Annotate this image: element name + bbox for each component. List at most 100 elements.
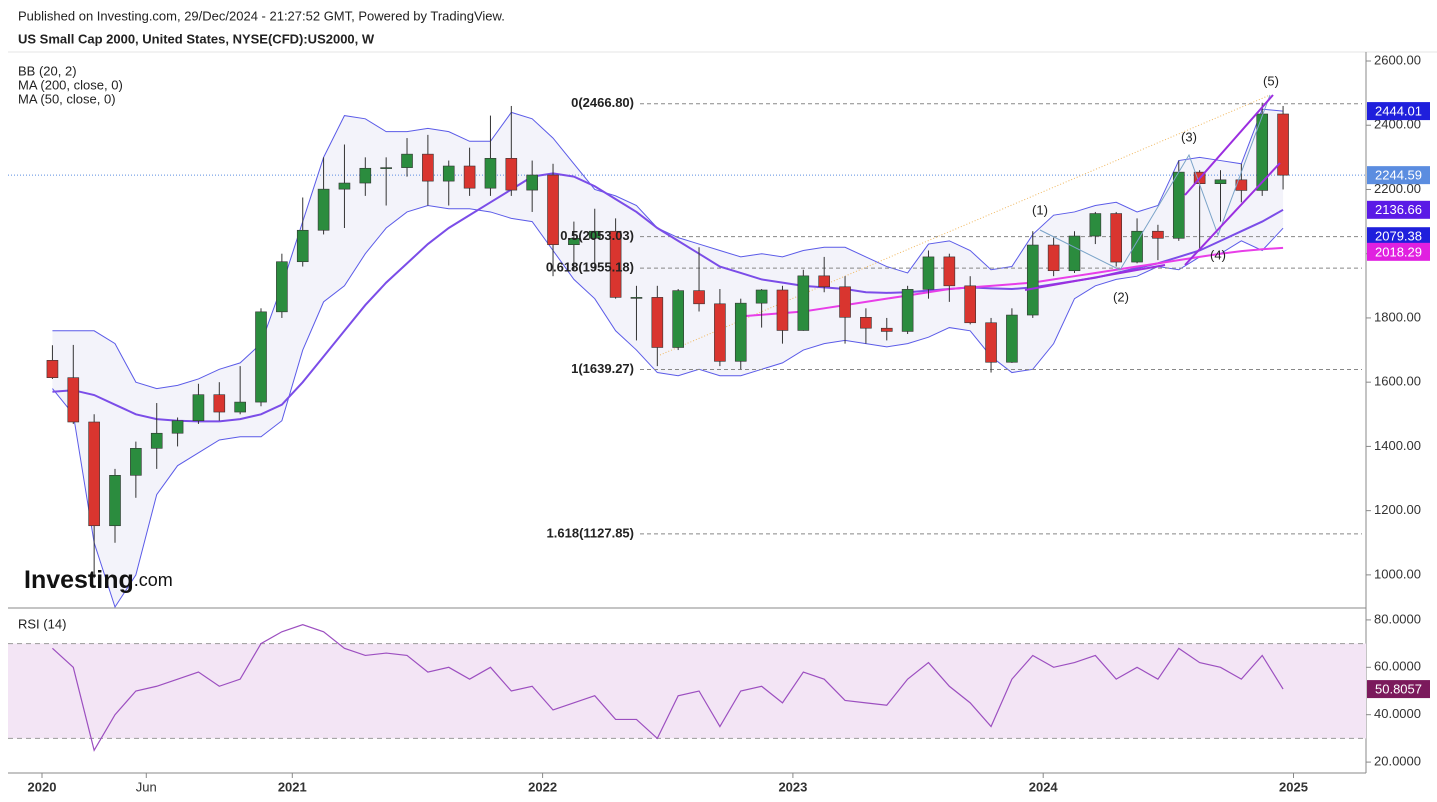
fib-label: 0(2466.80) bbox=[571, 95, 634, 110]
rsi-y-tick-label: 60.0000 bbox=[1374, 659, 1421, 674]
legend-entry: MA (50, close, 0) bbox=[18, 91, 116, 106]
price-tag bbox=[1367, 242, 1430, 261]
rsi-tag bbox=[1367, 680, 1430, 699]
trend-line bbox=[1024, 264, 1166, 291]
candle-body bbox=[818, 275, 830, 288]
rsi-y-tick-label: 80.0000 bbox=[1374, 611, 1421, 626]
rsi-tag-label: 50.8057 bbox=[1375, 682, 1422, 697]
candle-body bbox=[714, 303, 726, 362]
y-tick-label: 1800.00 bbox=[1374, 309, 1421, 324]
candle-body bbox=[547, 174, 559, 246]
candle-body bbox=[588, 230, 601, 239]
candle-body bbox=[693, 290, 705, 305]
candle-body bbox=[463, 165, 476, 189]
fib-label: 0.618(1955.18) bbox=[546, 260, 634, 275]
candle-body bbox=[401, 153, 413, 168]
x-tick-label: 2020 bbox=[28, 779, 57, 794]
candle-body bbox=[755, 289, 768, 304]
y-tick-label: 1200.00 bbox=[1374, 502, 1421, 517]
candle-body bbox=[88, 421, 100, 527]
rsi-line bbox=[52, 624, 1284, 752]
candle-body bbox=[964, 285, 976, 324]
candle-body bbox=[880, 327, 893, 332]
candle-body bbox=[213, 394, 226, 413]
price-tag bbox=[1367, 166, 1430, 185]
fib-label: 1(1639.27) bbox=[571, 361, 634, 376]
candle-body bbox=[484, 158, 497, 189]
trend-line bbox=[1184, 162, 1281, 266]
x-tick-label: 2023 bbox=[778, 779, 807, 794]
price-tag-label: 2018.29 bbox=[1375, 244, 1422, 259]
logo-brand: Investing bbox=[24, 566, 134, 594]
candle-body bbox=[568, 237, 580, 246]
trend-line bbox=[1184, 94, 1274, 196]
candle-body bbox=[171, 420, 184, 434]
wave-label: (1) bbox=[1032, 202, 1048, 217]
candle-body bbox=[860, 316, 872, 329]
candle-body bbox=[442, 165, 455, 182]
candle-body bbox=[359, 167, 372, 184]
y-tick-label: 1000.00 bbox=[1374, 566, 1421, 581]
candle-body bbox=[734, 302, 747, 362]
candle-body bbox=[672, 290, 684, 348]
candle-body bbox=[422, 153, 434, 182]
candle-body bbox=[150, 432, 163, 449]
candle-body bbox=[1006, 314, 1018, 363]
wave-label: (4) bbox=[1210, 247, 1226, 262]
price-tag bbox=[1367, 102, 1430, 121]
rsi-band bbox=[8, 643, 1366, 739]
bb-lower bbox=[52, 205, 1284, 609]
candle-body bbox=[1047, 244, 1060, 272]
candle-body bbox=[1256, 113, 1269, 191]
price-tag-label: 2244.59 bbox=[1375, 168, 1422, 183]
candle-body bbox=[1026, 244, 1039, 316]
y-tick-label: 1600.00 bbox=[1374, 374, 1421, 389]
candle-body bbox=[192, 394, 205, 422]
candle-body bbox=[1172, 171, 1185, 239]
candle-body bbox=[234, 401, 246, 413]
background-layer bbox=[8, 103, 1366, 739]
candle-body bbox=[130, 448, 142, 476]
candle-body bbox=[1068, 235, 1081, 272]
candle-body bbox=[1110, 213, 1123, 263]
candle-body bbox=[922, 256, 935, 290]
candle-body bbox=[1089, 213, 1102, 237]
candle-body bbox=[338, 182, 351, 190]
candle-body bbox=[1277, 113, 1289, 176]
legend-entry: MA (200, close, 0) bbox=[18, 77, 123, 92]
candle-body bbox=[296, 229, 309, 263]
price-tag bbox=[1367, 227, 1430, 246]
candle-body bbox=[1235, 179, 1248, 191]
y-tick-label: 1400.00 bbox=[1374, 438, 1421, 453]
candle-body bbox=[985, 322, 997, 363]
candle-body bbox=[1214, 179, 1227, 184]
price-tag bbox=[1367, 200, 1430, 219]
label-layer: BB (20, 2)MA (200, close, 0)MA (50, clos… bbox=[18, 63, 1430, 699]
candle-body bbox=[901, 289, 914, 332]
x-tick-label: 2025 bbox=[1279, 779, 1308, 794]
published-line: Published on Investing.com, 29/Dec/2024 … bbox=[18, 8, 505, 23]
candle-body bbox=[255, 311, 267, 403]
price-tag-label: 2079.38 bbox=[1375, 229, 1422, 244]
legend-entry: BB (20, 2) bbox=[18, 63, 77, 78]
candle-body bbox=[1131, 230, 1143, 263]
wave-label: (5) bbox=[1263, 73, 1279, 88]
candle-body bbox=[67, 377, 80, 423]
plot-layer: 1000.001200.001400.001600.001800.002000.… bbox=[28, 52, 1421, 794]
candle-body bbox=[317, 188, 330, 231]
candle-body bbox=[526, 174, 538, 191]
y-tick-label: 2600.00 bbox=[1374, 52, 1421, 67]
x-tick-label: 2021 bbox=[278, 779, 307, 794]
candle-body bbox=[651, 297, 664, 348]
candle-body bbox=[839, 286, 851, 318]
candle-body bbox=[380, 167, 392, 169]
rsi-title: RSI (14) bbox=[18, 616, 66, 631]
candle-body bbox=[630, 297, 643, 299]
price-tag-label: 2136.66 bbox=[1375, 202, 1422, 217]
candle-body bbox=[109, 475, 121, 527]
price-tag-label: 2444.01 bbox=[1375, 104, 1422, 119]
wave-label: (3) bbox=[1181, 129, 1197, 144]
rsi-y-tick-label: 20.0000 bbox=[1374, 754, 1421, 769]
candle-body bbox=[46, 360, 59, 378]
